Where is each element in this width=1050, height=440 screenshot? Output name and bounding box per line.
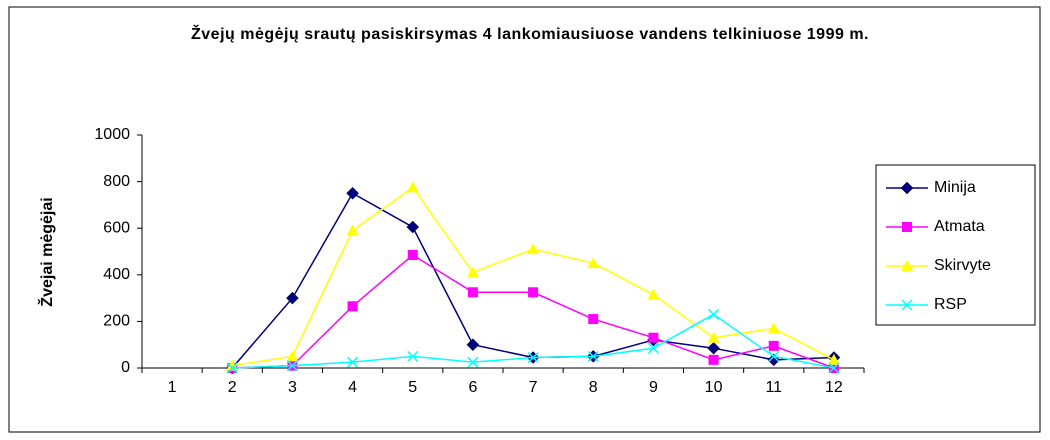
marker bbox=[347, 356, 359, 368]
marker bbox=[901, 260, 913, 271]
marker bbox=[407, 350, 419, 362]
x-tick-label: 2 bbox=[228, 379, 237, 396]
marker bbox=[406, 220, 420, 234]
marker bbox=[767, 322, 780, 334]
chart-title: Žvejų mėgėjų srautų pasiskirsymas 4 lank… bbox=[191, 26, 869, 43]
x-tick-label: 4 bbox=[348, 379, 357, 396]
marker bbox=[527, 243, 540, 255]
x-tick-label: 3 bbox=[288, 379, 297, 396]
marker bbox=[708, 354, 719, 365]
marker bbox=[407, 249, 418, 260]
marker bbox=[707, 341, 720, 355]
x-tick-label: 9 bbox=[649, 379, 658, 396]
marker bbox=[467, 356, 479, 368]
marker bbox=[768, 350, 780, 362]
legend-label: Skirvyte bbox=[934, 257, 991, 274]
x-tick-label: 12 bbox=[825, 379, 843, 396]
y-tick-label: 600 bbox=[103, 219, 130, 236]
x-tick-label: 7 bbox=[529, 379, 538, 396]
marker bbox=[901, 299, 913, 311]
marker bbox=[466, 266, 479, 278]
marker bbox=[900, 181, 914, 195]
marker bbox=[406, 181, 419, 193]
marker bbox=[647, 342, 659, 354]
y-tick-label: 200 bbox=[103, 313, 130, 330]
marker bbox=[588, 314, 599, 325]
y-tick-label: 800 bbox=[103, 173, 130, 190]
legend-box bbox=[875, 164, 1036, 326]
x-tick-label: 5 bbox=[408, 379, 417, 396]
y-tick-label: 1000 bbox=[94, 126, 130, 143]
marker bbox=[527, 351, 539, 364]
x-tick-label: 1 bbox=[168, 379, 177, 396]
legend-label: RSP bbox=[934, 296, 967, 313]
marker bbox=[648, 332, 659, 343]
marker bbox=[467, 287, 478, 298]
marker bbox=[647, 288, 660, 300]
y-tick-label: 400 bbox=[103, 266, 130, 283]
marker bbox=[286, 360, 298, 372]
marker bbox=[707, 331, 720, 343]
marker bbox=[286, 350, 299, 362]
y-axis-title: Žvejai mėgėjai bbox=[37, 197, 56, 306]
chart-border bbox=[8, 6, 1041, 433]
x-tick-label: 10 bbox=[705, 379, 723, 396]
marker bbox=[528, 287, 539, 298]
legend-label: Minija bbox=[934, 179, 976, 196]
x-tick-label: 8 bbox=[589, 379, 598, 396]
marker bbox=[466, 338, 480, 352]
legend-label: Atmata bbox=[934, 218, 985, 235]
marker bbox=[902, 222, 912, 232]
marker bbox=[286, 291, 299, 305]
marker bbox=[346, 186, 359, 200]
marker bbox=[708, 308, 720, 320]
y-tick-label: 0 bbox=[121, 359, 130, 376]
marker bbox=[587, 257, 600, 269]
marker bbox=[768, 340, 779, 351]
x-tick-label: 6 bbox=[468, 379, 477, 396]
x-tick-label: 11 bbox=[765, 379, 782, 396]
marker bbox=[226, 362, 238, 374]
marker bbox=[587, 350, 599, 362]
marker bbox=[827, 353, 840, 365]
marker bbox=[828, 362, 840, 374]
marker bbox=[346, 224, 359, 236]
marker bbox=[347, 301, 358, 312]
